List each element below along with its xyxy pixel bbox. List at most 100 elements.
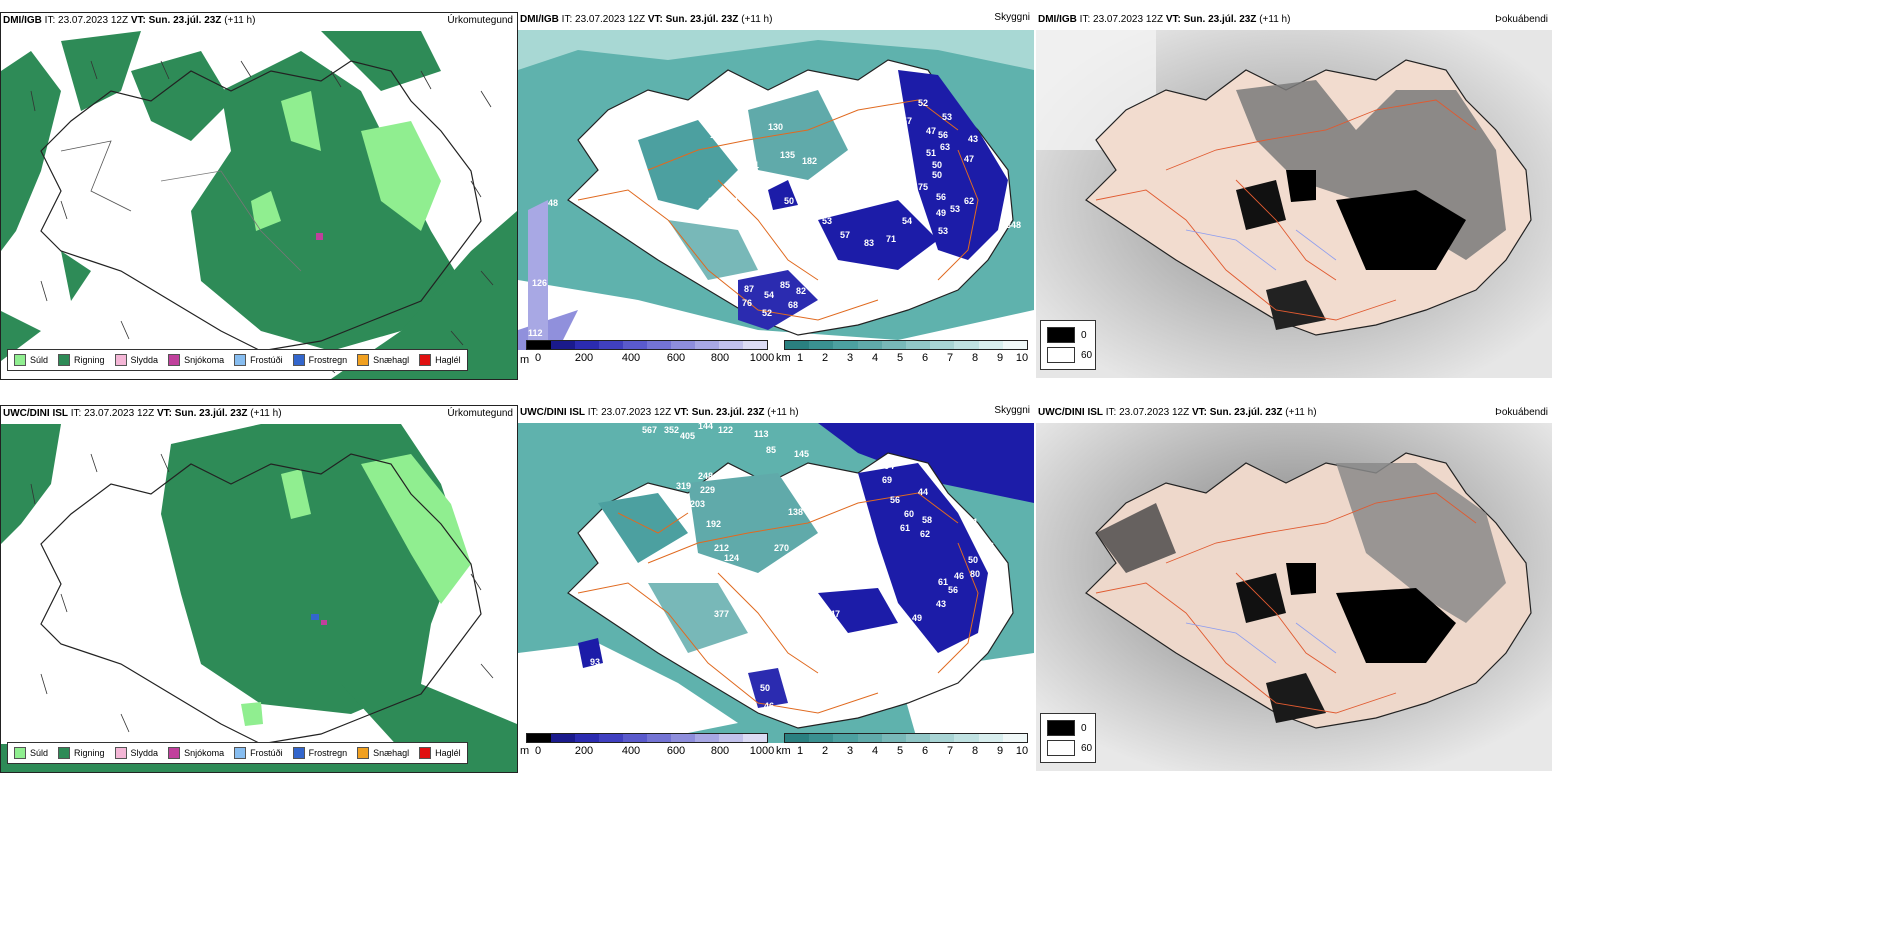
cloud-label: 54	[902, 216, 913, 226]
cloud-label: 130	[768, 122, 784, 132]
precip-type-legend: Súld Rigning Slydda Snjókoma Frostúði Fr…	[7, 742, 468, 764]
panel-field-name: Skyggni	[994, 12, 1030, 23]
tick-label: 4	[871, 352, 879, 364]
cloud-label: 50	[822, 268, 833, 278]
cloud-label: 85	[766, 445, 777, 455]
fog-index-legend: 0 60	[1040, 320, 1096, 370]
tick-label: 9	[996, 352, 1004, 364]
cloud-label: 64	[884, 461, 895, 471]
cloud-label: 203	[690, 499, 706, 509]
legend-item-rain: Rigning	[58, 747, 105, 759]
fog-index-panel-top: DMI/IGB IT: 23.07.2023 12Z VT: Sun. 23.j…	[1036, 12, 1552, 378]
tick-label: 10	[1015, 352, 1029, 364]
cloud-base-colorbar: m 0 200 400 600 800 1000	[520, 733, 774, 765]
cloud-base-unit: m	[520, 354, 530, 366]
precip-type-legend: Súld Rigning Slydda Snjókoma Frostúði Fr…	[7, 349, 468, 371]
panel-title: DMI/IGB IT: 23.07.2023 12Z VT: Sun. 23.j…	[3, 15, 256, 26]
cloud-label: 62	[964, 196, 975, 206]
cloud-label: 212	[714, 543, 730, 553]
fog-legend-max: 60	[1081, 742, 1093, 754]
tick-label: 8	[971, 745, 979, 757]
cloud-label: 248	[698, 471, 714, 481]
tick-label: 400	[621, 352, 641, 364]
visibility-map	[518, 423, 1034, 743]
cloud-label: 50	[784, 196, 795, 206]
cloud-label: 57	[840, 230, 851, 240]
cloud-base-unit: m	[520, 745, 530, 757]
tick-label: 5	[896, 745, 904, 757]
fog-index-map	[1036, 30, 1552, 378]
cloud-label: 85	[780, 280, 791, 290]
cloud-label: 348	[1006, 220, 1022, 230]
cloud-base-bar	[526, 340, 768, 350]
cloud-label: 74	[728, 196, 739, 206]
cloud-label: 56	[890, 495, 901, 505]
cloud-label: 174	[796, 687, 812, 697]
cloud-base-bar	[526, 733, 768, 743]
precip-type-map	[1, 424, 517, 772]
panel-field-name: Þokuábendi	[1495, 14, 1548, 25]
cloud-label: 54	[764, 290, 775, 300]
fog-legend-min: 0	[1081, 329, 1087, 341]
cloud-label: 83	[864, 238, 875, 248]
cloud-label: 49	[936, 208, 947, 218]
cloud-label: 53	[822, 216, 833, 226]
legend-item-snow-pellets: Snæhagl	[357, 354, 409, 366]
cloud-label: 51	[926, 148, 937, 158]
cloud-label: 83	[708, 196, 719, 206]
cloud-label: 58	[922, 515, 933, 525]
cloud-labels-bottom: 567 352 405 144 122 113 85 145 64 69 56 …	[518, 421, 1034, 743]
cloud-label: 135	[780, 150, 796, 160]
cloud-label: 43	[936, 599, 947, 609]
cloud-label: 44	[918, 487, 929, 497]
tick-label: 800	[710, 745, 730, 757]
legend-item-snow: Snjókoma	[168, 747, 224, 759]
legend-item-snow: Snjókoma	[168, 354, 224, 366]
cloud-label: 56	[938, 130, 949, 140]
legend-item-drizzle: Súld	[14, 747, 48, 759]
cloud-label: 405	[680, 431, 696, 441]
cloud-label: 229	[700, 485, 716, 495]
panel-field-name: Úrkomutegund	[447, 408, 513, 419]
cloud-label: 145	[794, 449, 810, 459]
cloud-label: 46	[954, 571, 965, 581]
cloud-label: 52	[762, 308, 773, 318]
visibility-bar	[784, 340, 1028, 350]
tick-label: 0	[534, 352, 542, 364]
fog-legend-min: 0	[1081, 722, 1087, 734]
cloud-label: 50	[932, 160, 943, 170]
tick-label: 200	[574, 352, 594, 364]
cloud-label: 53	[950, 204, 961, 214]
legend-item-hail: Haglél	[419, 354, 461, 366]
tick-label: 3	[846, 745, 854, 757]
cloud-label: 319	[676, 481, 692, 491]
cloud-label: 50	[932, 170, 943, 180]
cloud-label: 60	[904, 509, 915, 519]
cloud-label: 182	[802, 156, 818, 166]
precip-type-panel-bottom: UWC/DINI ISL IT: 23.07.2023 12Z VT: Sun.…	[0, 405, 518, 773]
visibility-panel-bottom: UWC/DINI ISL IT: 23.07.2023 12Z VT: Sun.…	[518, 405, 1034, 771]
cloud-label: 46	[764, 701, 775, 711]
cloud-label: 567	[642, 425, 658, 435]
tick-label: 3	[846, 352, 854, 364]
cloud-label: 144	[698, 421, 714, 431]
precip-type-panel-top: DMI/IGB IT: 23.07.2023 12Z VT: Sun. 23.j…	[0, 12, 518, 380]
legend-item-freezing-rain: Frostregn	[292, 747, 347, 759]
cloud-label: 270	[774, 543, 790, 553]
cloud-label: 47	[926, 126, 937, 136]
cloud-label: 46	[984, 541, 995, 551]
cloud-label: 49	[912, 613, 923, 623]
cloud-label: 352	[664, 425, 680, 435]
cloud-label: 138	[788, 507, 804, 517]
cloud-label: 80	[970, 569, 981, 579]
cloud-label: 52	[918, 98, 929, 108]
legend-item-sleet: Slydda	[114, 747, 158, 759]
cloud-label: 124	[724, 553, 740, 563]
panel-field-name: Þokuábendi	[1495, 407, 1548, 418]
cloud-label: 63	[858, 172, 869, 182]
cloud-labels-top: 101 107 52 57 47 53 43 56 50 63 47 51 50…	[518, 30, 1034, 350]
cloud-label: 122	[718, 425, 734, 435]
tick-label: 1	[796, 745, 804, 757]
tick-label: 7	[946, 352, 954, 364]
tick-label: 7	[946, 745, 954, 757]
